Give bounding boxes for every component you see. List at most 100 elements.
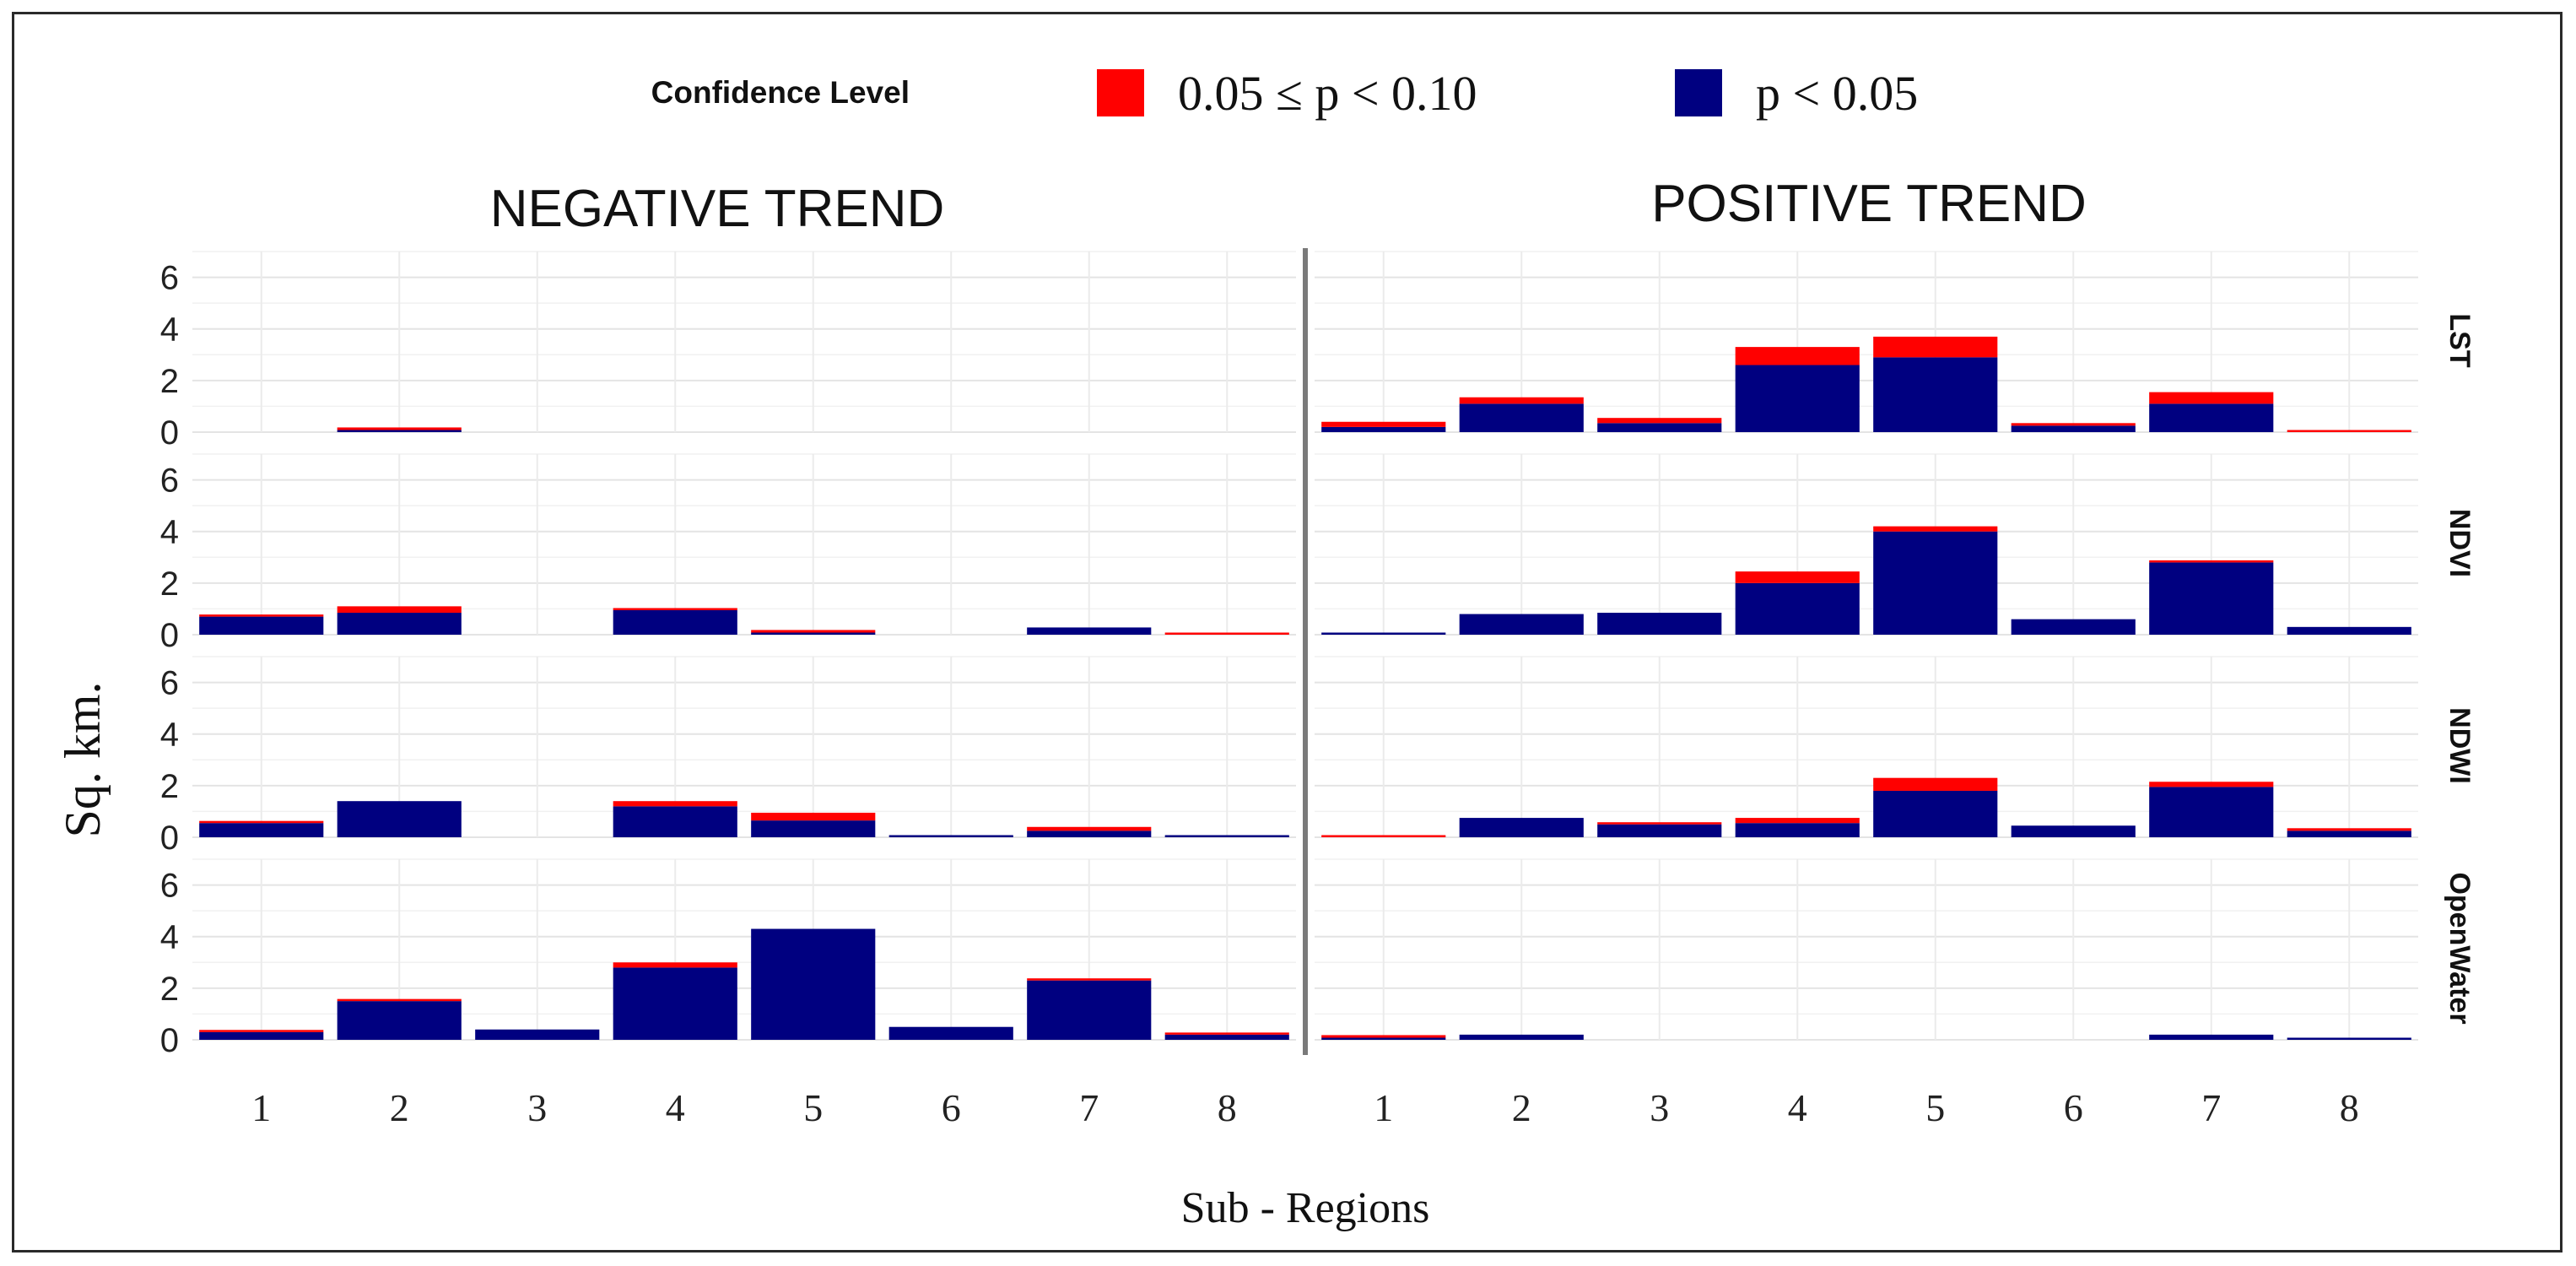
bar-ndvi-positive-region-1-p05 (1321, 632, 1446, 635)
bar-ndwi-negative-region-1-p10 (199, 820, 324, 824)
bar-openwater-negative-region-3-p05 (475, 1029, 600, 1040)
bar-ndvi-positive-region-7-p05 (2149, 562, 2274, 635)
bar-ndwi-positive-region-3-p10 (1597, 822, 1722, 825)
legend-title: Confidence Level (651, 75, 910, 110)
x-tick-label: 5 (1925, 1086, 1945, 1129)
y-tick-label: 2 (160, 363, 179, 400)
bar-openwater-negative-region-7-p10 (1027, 978, 1152, 981)
x-tick-label: 5 (803, 1086, 823, 1129)
bar-openwater-negative-region-1-p10 (199, 1030, 324, 1032)
y-tick-label: 4 (160, 717, 179, 754)
panel-lst-positive (1315, 251, 2418, 433)
bar-openwater-negative-region-7-p05 (1027, 980, 1152, 1040)
bar-ndvi-negative-region-1-p10 (199, 614, 324, 617)
panel-title-negative: NEGATIVE TREND (490, 180, 945, 238)
strip-label-ndvi: NDVI (2444, 509, 2476, 577)
x-tick-label: 3 (1650, 1086, 1669, 1129)
y-tick-label: 6 (160, 260, 179, 297)
strip-label-ndwi: NDWI (2444, 707, 2476, 784)
panels: 0 2 4 6 LST 0 2 4 6 NDVI 0 2 4 6 NDWI 0 2 4 6 OpenWater (160, 251, 2476, 1059)
bar-ndwi-negative-region-5-p05 (751, 820, 876, 837)
bar-ndwi-positive-region-2-p05 (1459, 818, 1584, 837)
bar-ndwi-positive-region-6-p05 (2011, 825, 2136, 837)
bar-lst-positive-region-3-p05 (1597, 423, 1722, 432)
y-tick-label: 2 (160, 971, 179, 1008)
y-tick-label: 0 (160, 414, 179, 452)
y-tick-label: 6 (160, 665, 179, 702)
y-tick-label: 4 (160, 514, 179, 551)
x-tick-label: 2 (390, 1086, 409, 1129)
bar-ndwi-positive-region-8-p05 (2287, 830, 2411, 837)
x-tick-label: 7 (2201, 1086, 2221, 1129)
bar-ndvi-negative-region-2-p10 (337, 606, 462, 614)
x-tick-label: 3 (527, 1086, 547, 1129)
bar-ndvi-positive-region-5-p10 (1873, 526, 1998, 532)
bar-lst-positive-region-6-p05 (2011, 425, 2136, 432)
y-tick-label: 0 (160, 617, 179, 654)
x-tick-label: 4 (666, 1086, 685, 1129)
bar-ndwi-positive-region-4-p05 (1735, 823, 1860, 837)
bar-lst-positive-region-5-p10 (1873, 336, 1998, 358)
strip-label-openwater: OpenWater (2444, 872, 2476, 1024)
bar-lst-positive-region-7-p10 (2149, 392, 2274, 404)
bar-ndvi-positive-region-2-p05 (1459, 614, 1584, 635)
bar-lst-positive-region-8-p10 (2287, 430, 2411, 432)
bar-lst-positive-region-4-p05 (1735, 365, 1860, 432)
bar-openwater-negative-region-4-p10 (613, 962, 737, 968)
bar-ndvi-positive-region-5-p05 (1873, 531, 1998, 635)
bar-ndwi-positive-region-7-p10 (2149, 782, 2274, 787)
y-tick-label: 2 (160, 565, 179, 603)
panel-lst-negative (192, 251, 1296, 433)
x-tick-labels: 1 2 3 4 5 6 7 8 1 2 3 4 5 6 7 8 (251, 1086, 2359, 1129)
bar-ndvi-positive-region-4-p05 (1735, 582, 1860, 635)
panel-ndvi-positive (1315, 453, 2418, 636)
bar-ndvi-positive-region-6-p05 (2011, 619, 2136, 635)
bar-ndwi-positive-region-4-p10 (1735, 818, 1860, 824)
x-tick-label: 1 (251, 1086, 271, 1129)
bar-ndwi-negative-region-6-p05 (888, 835, 1013, 837)
bar-ndwi-negative-region-2-p05 (337, 801, 462, 837)
bar-ndvi-negative-region-8-p10 (1164, 632, 1289, 635)
bar-ndwi-negative-region-5-p10 (751, 812, 876, 821)
bar-openwater-negative-region-8-p05 (1164, 1034, 1289, 1040)
bar-ndwi-negative-region-4-p05 (613, 806, 737, 837)
bar-ndwi-negative-region-4-p10 (613, 801, 737, 807)
x-tick-label: 6 (942, 1086, 961, 1129)
bar-ndwi-positive-region-7-p05 (2149, 787, 2274, 837)
bar-lst-positive-region-3-p10 (1597, 418, 1722, 424)
x-tick-label: 2 (1512, 1086, 1531, 1129)
x-tick-label: 1 (1374, 1086, 1393, 1129)
bar-openwater-negative-region-5-p05 (751, 928, 876, 1040)
bar-openwater-negative-region-4-p05 (613, 967, 737, 1040)
legend-swatch-p10 (1097, 69, 1144, 116)
y-tick-label: 0 (160, 820, 179, 857)
bar-ndvi-negative-region-1-p05 (199, 616, 324, 635)
bar-ndvi-negative-region-5-p05 (751, 632, 876, 635)
bar-openwater-negative-region-6-p05 (888, 1026, 1013, 1040)
y-tick-label: 4 (160, 919, 179, 956)
bar-lst-negative-region-2-p10 (337, 427, 462, 430)
y-tick-label: 2 (160, 768, 179, 805)
bar-ndwi-negative-region-8-p05 (1164, 835, 1289, 837)
bar-lst-positive-region-2-p05 (1459, 403, 1584, 432)
y-tick-label: 0 (160, 1022, 179, 1059)
bar-lst-positive-region-1-p10 (1321, 421, 1446, 427)
bar-ndwi-positive-region-5-p05 (1873, 790, 1998, 837)
bar-openwater-negative-region-2-p05 (337, 1001, 462, 1040)
bar-ndwi-positive-region-8-p10 (2287, 828, 2411, 831)
x-tick-label: 8 (2340, 1086, 2359, 1129)
panel-ndwi-positive (1315, 656, 2418, 838)
bar-openwater-negative-region-8-p10 (1164, 1032, 1289, 1035)
bar-lst-positive-region-7-p05 (2149, 403, 2274, 432)
bar-ndwi-negative-region-7-p05 (1027, 830, 1152, 837)
bar-openwater-positive-region-1-p05 (1321, 1037, 1446, 1040)
x-tick-label: 4 (1788, 1086, 1807, 1129)
bar-openwater-negative-region-1-p05 (199, 1031, 324, 1040)
y-tick-label: 4 (160, 311, 179, 349)
bar-ndvi-negative-region-7-p05 (1027, 627, 1152, 635)
bar-ndwi-negative-region-1-p05 (199, 823, 324, 837)
bar-openwater-positive-region-8-p05 (2287, 1037, 2411, 1040)
bar-lst-positive-region-2-p10 (1459, 397, 1584, 404)
panel-ndvi-negative (192, 453, 1296, 636)
panel-openwater-negative (192, 858, 1296, 1041)
